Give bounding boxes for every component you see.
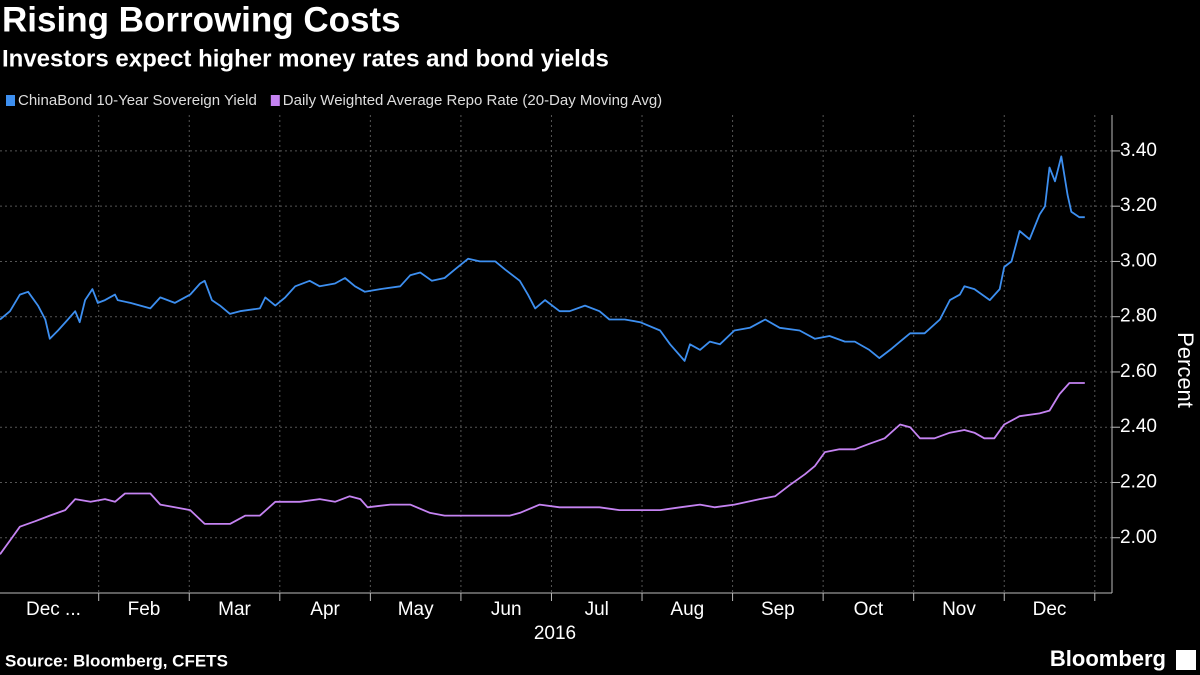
legend-swatch (270, 95, 280, 106)
x-tick-label: Mar (218, 599, 251, 620)
legend-label: Daily Weighted Average Repo Rate (20-Day… (283, 92, 662, 109)
chart-subtitle: Investors expect higher money rates and … (2, 45, 609, 72)
y-tick-label: 2.60 (1120, 361, 1157, 382)
y-tick-label: 2.00 (1120, 527, 1157, 548)
x-tick-label: Nov (942, 599, 976, 620)
chart-title: Rising Borrowing Costs (2, 0, 401, 39)
legend-swatch (6, 95, 15, 106)
x-tick-label: Feb (128, 599, 161, 620)
x-tick-label: Apr (310, 599, 340, 620)
y-tick-label: 3.40 (1120, 140, 1157, 161)
legend-label: ChinaBond 10-Year Sovereign Yield (18, 92, 257, 109)
y-tick-label: 3.20 (1120, 195, 1157, 216)
x-tick-label: Sep (761, 599, 795, 620)
brand-logo (1176, 650, 1196, 670)
x-tick-label: Dec (1033, 599, 1067, 620)
x-tick-label: May (398, 599, 434, 620)
x-tick-label: Dec ... (26, 599, 81, 620)
x-axis-label: 2016 (534, 623, 576, 644)
y-tick-label: 3.00 (1120, 250, 1157, 271)
series-line (0, 155, 1085, 362)
source-note: Source: Bloomberg, CFETS (5, 651, 228, 670)
x-tick-label: Jun (491, 599, 522, 620)
y-tick-label: 2.40 (1120, 416, 1157, 437)
brand: Bloomberg (1050, 646, 1166, 671)
x-tick-label: Aug (670, 599, 704, 620)
series-line (0, 382, 1085, 555)
y-axis-label: Percent (1173, 332, 1198, 408)
x-tick-label: Jul (585, 599, 609, 620)
x-tick-label: Oct (854, 599, 884, 620)
y-tick-label: 2.20 (1120, 471, 1157, 492)
y-tick-label: 2.80 (1120, 306, 1157, 327)
